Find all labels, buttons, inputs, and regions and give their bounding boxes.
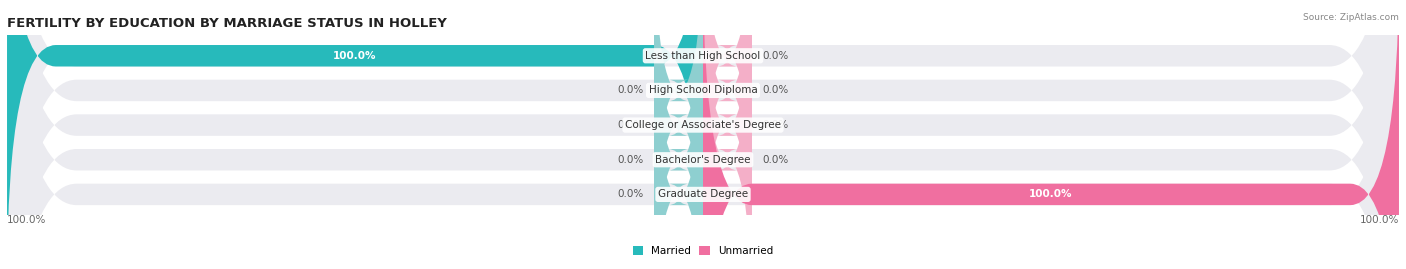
Text: Bachelor's Degree: Bachelor's Degree xyxy=(655,155,751,165)
Text: 100.0%: 100.0% xyxy=(333,51,377,61)
Text: 0.0%: 0.0% xyxy=(617,189,644,199)
FancyBboxPatch shape xyxy=(7,0,1399,269)
Text: College or Associate's Degree: College or Associate's Degree xyxy=(626,120,780,130)
Text: 0.0%: 0.0% xyxy=(617,155,644,165)
Text: 0.0%: 0.0% xyxy=(762,86,789,95)
FancyBboxPatch shape xyxy=(654,0,703,253)
Text: 0.0%: 0.0% xyxy=(617,120,644,130)
Text: 0.0%: 0.0% xyxy=(762,51,789,61)
FancyBboxPatch shape xyxy=(654,0,703,269)
FancyBboxPatch shape xyxy=(7,0,703,269)
Text: 0.0%: 0.0% xyxy=(762,120,789,130)
FancyBboxPatch shape xyxy=(703,0,752,218)
Text: 100.0%: 100.0% xyxy=(1360,215,1399,225)
FancyBboxPatch shape xyxy=(703,0,752,269)
Text: 100.0%: 100.0% xyxy=(7,215,46,225)
Text: High School Diploma: High School Diploma xyxy=(648,86,758,95)
Text: 100.0%: 100.0% xyxy=(1029,189,1073,199)
Text: Graduate Degree: Graduate Degree xyxy=(658,189,748,199)
Legend: Married, Unmarried: Married, Unmarried xyxy=(628,242,778,260)
FancyBboxPatch shape xyxy=(7,0,1399,269)
Text: 0.0%: 0.0% xyxy=(762,155,789,165)
FancyBboxPatch shape xyxy=(703,0,752,269)
FancyBboxPatch shape xyxy=(7,0,1399,269)
Text: Source: ZipAtlas.com: Source: ZipAtlas.com xyxy=(1303,13,1399,22)
FancyBboxPatch shape xyxy=(703,0,752,253)
FancyBboxPatch shape xyxy=(7,0,1399,269)
FancyBboxPatch shape xyxy=(703,0,1399,269)
Text: Less than High School: Less than High School xyxy=(645,51,761,61)
Text: FERTILITY BY EDUCATION BY MARRIAGE STATUS IN HOLLEY: FERTILITY BY EDUCATION BY MARRIAGE STATU… xyxy=(7,17,447,30)
FancyBboxPatch shape xyxy=(7,0,1399,269)
FancyBboxPatch shape xyxy=(654,32,703,269)
FancyBboxPatch shape xyxy=(654,0,703,269)
Text: 0.0%: 0.0% xyxy=(617,86,644,95)
